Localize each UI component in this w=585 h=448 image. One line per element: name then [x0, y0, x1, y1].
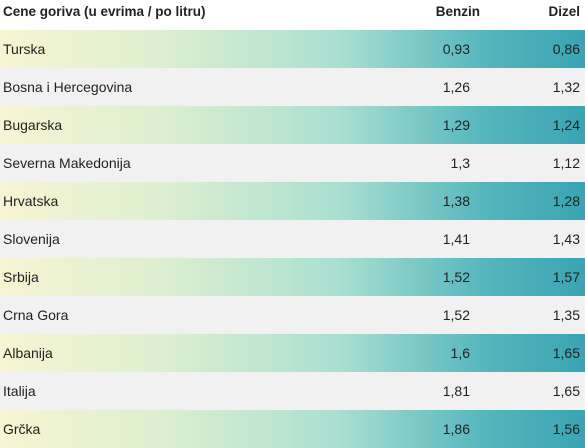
benzin-cell: 1,3 [450, 155, 470, 171]
header-dizel: Dizel [548, 4, 580, 19]
table-row: Bosna i Hercegovina 1,26 1,32 [0, 68, 585, 106]
dizel-cell: 1,32 [552, 79, 580, 95]
dizel-cell: 1,28 [552, 193, 580, 209]
dizel-cell: 1,35 [552, 307, 580, 323]
benzin-cell: 1,6 [450, 345, 470, 361]
country-cell: Bosna i Hercegovina [3, 79, 133, 95]
benzin-cell: 1,52 [442, 307, 470, 323]
dizel-cell: 1,56 [552, 421, 580, 437]
table-body: Turska 0,93 0,86 Bosna i Hercegovina 1,26 1,3… [0, 30, 585, 448]
benzin-cell: 1,41 [442, 231, 470, 247]
benzin-cell: 1,38 [442, 193, 470, 209]
header-benzin: Benzin [435, 4, 480, 19]
country-cell: Turska [3, 41, 46, 57]
dizel-cell: 1,65 [552, 345, 580, 361]
country-cell: Crna Gora [3, 307, 69, 323]
table-row: Italija 1,81 1,65 [0, 372, 585, 410]
table-row: Turska 0,93 0,86 [0, 30, 585, 68]
benzin-cell: 1,86 [442, 421, 470, 437]
table-row: Srbija 1,52 1,57 [0, 258, 585, 296]
benzin-cell: 1,81 [442, 383, 470, 399]
table-header: Cene goriva (u evrima / po litru) Benzin… [0, 0, 585, 30]
country-cell: Bugarska [3, 117, 63, 133]
table-row: Grčka 1,86 1,56 [0, 410, 585, 448]
dizel-cell: 0,86 [552, 41, 580, 57]
dizel-cell: 1,24 [552, 117, 580, 133]
benzin-cell: 0,93 [442, 41, 470, 57]
country-cell: Slovenija [3, 231, 60, 247]
dizel-cell: 1,12 [552, 155, 580, 171]
dizel-cell: 1,43 [552, 231, 580, 247]
country-cell: Hrvatska [3, 193, 59, 209]
table-row: Bugarska 1,29 1,24 [0, 106, 585, 144]
dizel-cell: 1,57 [552, 269, 580, 285]
benzin-cell: 1,52 [442, 269, 470, 285]
dizel-cell: 1,65 [552, 383, 580, 399]
table-row: Albanija 1,6 1,65 [0, 334, 585, 372]
country-cell: Albanija [3, 345, 53, 361]
country-cell: Italija [3, 383, 36, 399]
country-cell: Severna Makedonija [3, 155, 131, 171]
country-cell: Srbija [3, 269, 39, 285]
table-row: Slovenija 1,41 1,43 [0, 220, 585, 258]
header-country: Cene goriva (u evrima / po litru) [3, 4, 206, 19]
benzin-cell: 1,29 [442, 117, 470, 133]
country-cell: Grčka [3, 421, 41, 437]
table-row: Severna Makedonija 1,3 1,12 [0, 144, 585, 182]
table-row: Hrvatska 1,38 1,28 [0, 182, 585, 220]
table-row: Crna Gora 1,52 1,35 [0, 296, 585, 334]
benzin-cell: 1,26 [442, 79, 470, 95]
